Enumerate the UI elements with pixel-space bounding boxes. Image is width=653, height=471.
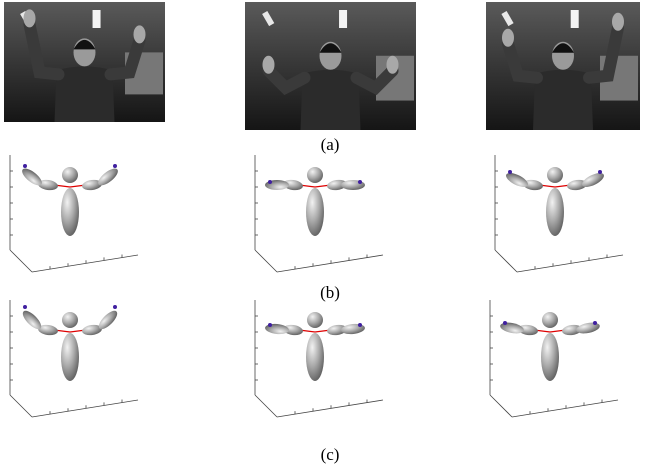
head <box>542 312 558 328</box>
hand-tip <box>358 180 362 184</box>
axis <box>255 250 277 272</box>
hand-tip <box>598 170 602 174</box>
torso <box>306 333 324 381</box>
figure: (a) (b) (c) <box>0 0 653 466</box>
hand <box>24 9 36 27</box>
head <box>62 312 78 328</box>
hand-tip <box>593 321 597 325</box>
axis <box>32 400 138 417</box>
hand-tip <box>508 170 512 174</box>
body-model <box>255 300 383 417</box>
head <box>547 167 563 183</box>
torso <box>61 188 79 236</box>
caption-c: (c) <box>321 445 340 464</box>
hand-tip <box>268 323 272 327</box>
forearm <box>96 308 120 332</box>
forearm <box>20 308 44 332</box>
axis <box>10 250 32 272</box>
forearm <box>96 166 121 189</box>
axis <box>277 255 383 272</box>
hand <box>612 13 624 31</box>
torso <box>306 188 324 236</box>
body-model <box>255 155 383 272</box>
torso <box>546 188 564 236</box>
axis <box>495 250 517 272</box>
hand <box>134 25 146 43</box>
head <box>62 167 78 183</box>
axis <box>255 395 277 417</box>
model-rows <box>10 155 623 417</box>
hand-tip <box>268 180 272 184</box>
axis <box>490 395 512 417</box>
axis <box>512 400 618 417</box>
axis <box>277 400 383 417</box>
page: (a) (b) (c) (() => { const data = JSON.p… <box>0 0 653 466</box>
body-model <box>490 300 618 417</box>
hand-tip <box>358 323 362 327</box>
ceiling-light <box>93 10 101 28</box>
axis <box>517 255 623 272</box>
ceiling-light <box>571 10 579 28</box>
hand-tip <box>113 305 117 309</box>
hand-tip <box>113 164 117 168</box>
hand <box>387 56 399 74</box>
caption-b: (b) <box>320 283 340 302</box>
photo <box>245 2 416 130</box>
head <box>307 312 323 328</box>
ceiling-light <box>339 10 347 28</box>
body-model <box>10 300 138 417</box>
photo <box>486 2 640 130</box>
hand-tip <box>503 321 507 325</box>
hand-tip <box>23 305 27 309</box>
photo <box>4 2 165 122</box>
torso <box>541 333 559 381</box>
torso <box>61 333 79 381</box>
hand-tip <box>23 164 27 168</box>
head <box>307 167 323 183</box>
hand <box>502 29 514 47</box>
forearm <box>20 166 45 189</box>
axis <box>32 255 138 272</box>
hand <box>263 56 275 74</box>
photo-row <box>4 2 640 130</box>
body-model <box>10 155 138 272</box>
body-model <box>495 155 623 272</box>
caption-a: (a) <box>321 135 340 154</box>
axis <box>10 395 32 417</box>
